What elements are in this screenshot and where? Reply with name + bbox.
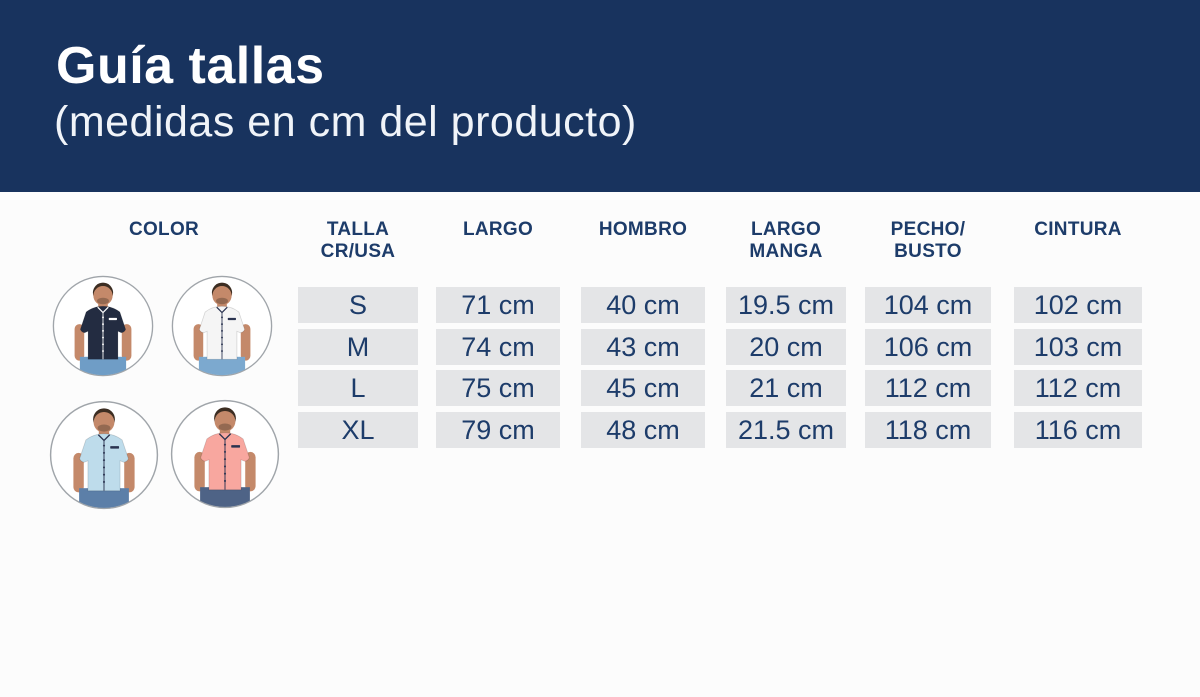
skin <box>193 286 251 361</box>
jeans <box>198 356 246 376</box>
beard <box>97 424 111 432</box>
cell-hombro-xl: 48 cm <box>581 412 705 448</box>
cell-manga-l: 21 cm <box>726 370 846 406</box>
cell-pecho-xl: 118 cm <box>865 412 991 448</box>
cell-talla-s: S <box>298 287 418 323</box>
cell-cintura-s: 102 cm <box>1014 287 1142 323</box>
cell-manga-m: 20 cm <box>726 329 846 365</box>
shirt-details <box>218 433 241 490</box>
jeans <box>79 356 127 376</box>
cell-talla-xl: XL <box>298 412 418 448</box>
cell-pecho-m: 106 cm <box>865 329 991 365</box>
cell-cintura-l: 112 cm <box>1014 370 1142 406</box>
color-swatch-navy <box>51 274 155 378</box>
beard <box>97 297 109 305</box>
cell-manga-s: 19.5 cm <box>726 287 846 323</box>
column-header-manga: LARGO MANGA <box>749 219 823 262</box>
cell-pecho-l: 112 cm <box>865 370 991 406</box>
column-header-cintura: CINTURA <box>1034 219 1122 240</box>
jeans <box>200 487 250 507</box>
cell-largo-l: 75 cm <box>436 370 560 406</box>
column-header-pecho: PECHO/ BUSTO <box>890 219 966 262</box>
column-header-talla: TALLA CR/USA <box>320 219 396 262</box>
cell-pecho-s: 104 cm <box>865 287 991 323</box>
beard <box>218 423 232 431</box>
skin <box>194 410 256 492</box>
page-title: Guía tallas <box>56 37 325 95</box>
cell-manga-xl: 21.5 cm <box>726 412 846 448</box>
cell-cintura-m: 103 cm <box>1014 329 1142 365</box>
skin <box>73 411 135 493</box>
column-header-color: COLOR <box>128 219 200 240</box>
skin <box>74 286 132 361</box>
color-swatch-light-blue <box>48 399 160 511</box>
cell-largo-m: 74 cm <box>436 329 560 365</box>
cell-talla-m: M <box>298 329 418 365</box>
color-swatch-salmon <box>169 398 281 510</box>
cell-talla-l: L <box>298 370 418 406</box>
cell-cintura-xl: 116 cm <box>1014 412 1142 448</box>
cell-largo-s: 71 cm <box>436 287 560 323</box>
jeans <box>79 488 129 508</box>
navy-shirt-photo-icon <box>52 275 154 377</box>
cell-largo-xl: 79 cm <box>436 412 560 448</box>
column-header-largo: LARGO <box>462 219 534 240</box>
cell-hombro-s: 40 cm <box>581 287 705 323</box>
light-blue-shirt-photo-icon <box>49 400 159 510</box>
cell-hombro-l: 45 cm <box>581 370 705 406</box>
beard <box>216 297 228 305</box>
cell-hombro-m: 43 cm <box>581 329 705 365</box>
shirt-details <box>97 434 120 491</box>
shirt-details <box>97 306 117 360</box>
white-shirt-photo-icon <box>171 275 273 377</box>
column-header-hombro: HOMBRO <box>598 219 688 240</box>
header-band: Guía tallas (medidas en cm del producto) <box>0 0 1200 192</box>
color-swatch-white <box>170 274 274 378</box>
salmon-shirt-photo-icon <box>170 399 280 509</box>
page-subtitle: (medidas en cm del producto) <box>54 98 637 146</box>
shirt-details <box>216 306 236 360</box>
